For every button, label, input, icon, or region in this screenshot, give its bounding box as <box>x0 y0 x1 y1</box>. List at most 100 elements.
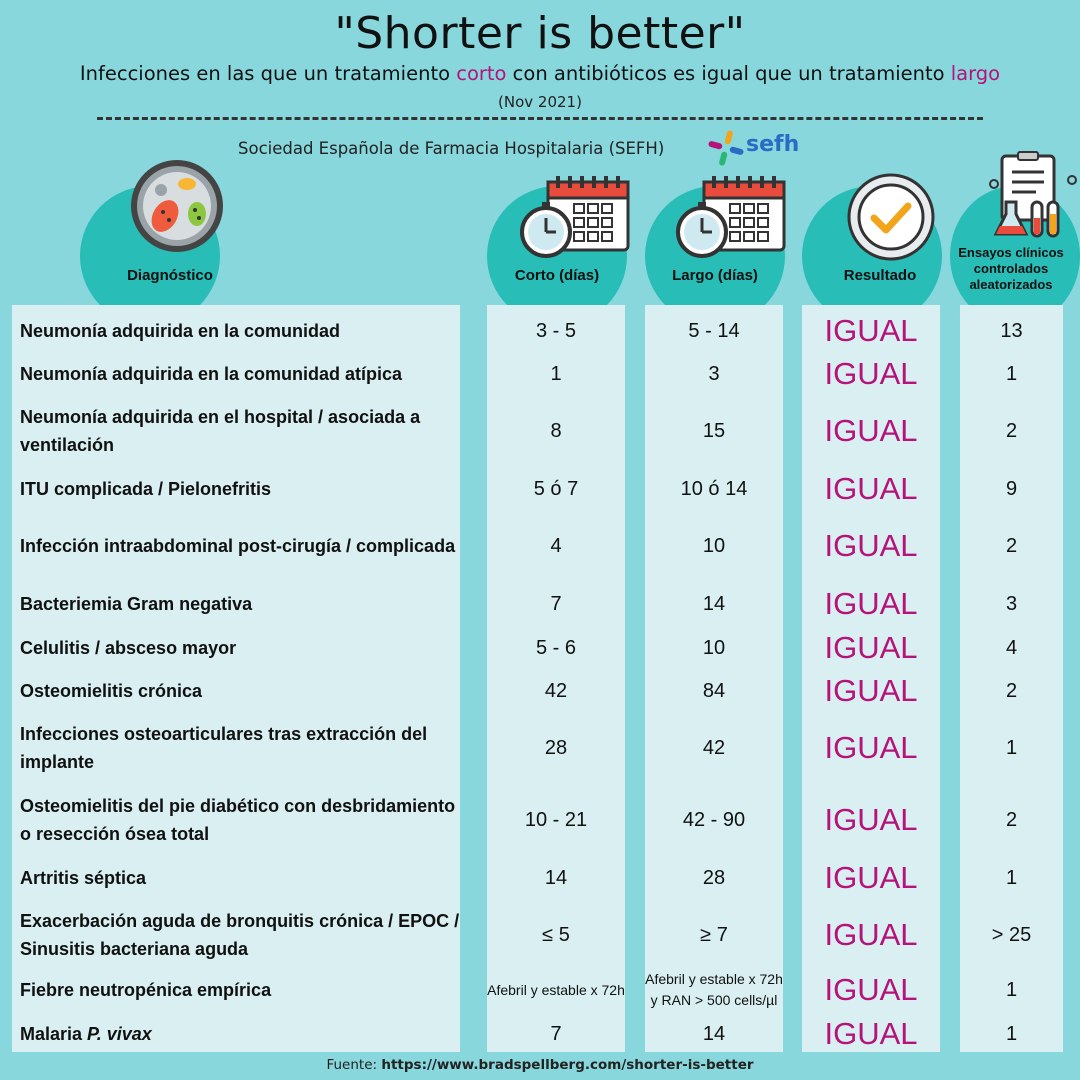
sefh-logo-icon <box>708 130 744 166</box>
largo-cell: 28 <box>702 866 726 889</box>
stopwatch-calendar-icon <box>676 176 786 258</box>
resultado-cell: IGUAL <box>824 313 918 348</box>
largo-cell: 10 ó 14 <box>680 477 748 500</box>
diagnosis-cell: Infecciones osteoarticulares tras extrac… <box>20 717 460 779</box>
subtitle-highlight-largo: largo <box>950 62 1001 85</box>
page-subtitle: Infecciones en las que un tratamiento co… <box>0 62 1080 85</box>
diagnosis-text: Infecciones osteoarticulares tras extrac… <box>20 724 428 772</box>
diagnosis-cell: Neumonía adquirida en la comunidad atípi… <box>20 353 460 395</box>
diagnosis-cell: Artritis séptica <box>20 857 460 899</box>
corto-cell: 5 - 6 <box>535 636 577 659</box>
subtitle-part: con antibióticos es igual que un tratami… <box>506 62 951 85</box>
ensayos-cell: 2 <box>1005 419 1018 442</box>
column-header-corto: Corto (días) <box>514 267 600 284</box>
ensayos-cell: 1 <box>1005 362 1018 385</box>
resultado-cell: IGUAL <box>824 917 918 952</box>
corto-cell: 42 <box>544 679 568 702</box>
resultado-cell: IGUAL <box>824 528 918 563</box>
diagnosis-cell: Celulitis / absceso mayor <box>20 627 460 669</box>
diagnosis-text-italic: P. vivax <box>87 1024 152 1044</box>
corto-cell: ≤ 5 <box>542 923 570 946</box>
resultado-panel <box>802 305 940 1052</box>
corto-cell: 4 <box>550 534 562 557</box>
corto-cell: 3 - 5 <box>535 319 577 342</box>
largo-cell: 14 <box>702 592 726 615</box>
resultado-cell: IGUAL <box>824 1016 918 1051</box>
column-header-largo: Largo (días) <box>672 267 758 284</box>
corto-cell: 7 <box>550 592 562 615</box>
column-header-resultado: Resultado <box>843 267 917 284</box>
diagnosis-cell: Neumonía adquirida en la comunidad <box>20 310 460 352</box>
stopwatch-calendar-icon <box>520 176 630 258</box>
ensayos-cell: 3 <box>1005 592 1018 615</box>
corto-cell: 7 <box>550 1022 562 1045</box>
resultado-cell: IGUAL <box>824 471 918 506</box>
largo-cell: 5 - 14 <box>688 319 740 342</box>
corto-cell: 5 ó 7 <box>533 477 579 500</box>
source-footer: Fuente: https://www.bradspellberg.com/sh… <box>0 1057 1080 1073</box>
diagnosis-cell: Neumonía adquirida en el hospital / asoc… <box>20 400 460 462</box>
source-link[interactable]: https://www.bradspellberg.com/shorter-is… <box>381 1057 754 1073</box>
largo-panel <box>645 305 783 1052</box>
largo-cell: 42 <box>702 736 726 759</box>
largo-cell: 15 <box>702 419 726 442</box>
diagnosis-text: Osteomielitis crónica <box>20 681 203 701</box>
ensayos-cell: 2 <box>1005 534 1018 557</box>
diagnosis-text: Malaria P. vivax <box>20 1020 152 1048</box>
ensayos-cell: 1 <box>1005 978 1018 1001</box>
bacteria-petri-dish-icon <box>131 160 223 252</box>
ensayos-cell: 13 <box>1000 319 1023 342</box>
resultado-cell: IGUAL <box>824 673 918 708</box>
corto-cell: 10 - 21 <box>524 808 588 831</box>
check-badge-icon <box>847 173 935 261</box>
diagnostico-panel <box>12 305 460 1052</box>
logo-text: sefh <box>746 132 800 157</box>
source-label: Fuente: <box>326 1057 382 1073</box>
largo-cell: 14 <box>702 1022 726 1045</box>
sefh-logo: sefh <box>706 128 806 168</box>
dashed-divider <box>97 117 983 120</box>
diagnosis-cell: Malaria P. vivax <box>20 1015 460 1053</box>
publication-date: (Nov 2021) <box>498 93 582 111</box>
diagnosis-text: Osteomielitis del pie diabético con desb… <box>20 796 456 844</box>
largo-cell: Afebril y estable x 72h y RAN > 500 cell… <box>645 971 783 1008</box>
ensayos-cell: 4 <box>1005 636 1018 659</box>
largo-cell: 84 <box>702 679 726 702</box>
largo-cell: 42 - 90 <box>682 808 746 831</box>
diagnosis-text: ITU complicada / Pielonefritis <box>20 479 272 499</box>
diagnosis-text: Celulitis / absceso mayor <box>20 638 237 658</box>
ensayos-cell: 2 <box>1005 679 1018 702</box>
diagnosis-text: Neumonía adquirida en la comunidad <box>20 321 341 341</box>
diagnosis-cell: Bacteriemia Gram negativa <box>20 583 460 625</box>
resultado-cell: IGUAL <box>824 730 918 765</box>
subtitle-highlight-corto: corto <box>456 62 507 85</box>
diagnosis-cell: Fiebre neutropénica empírica <box>20 963 460 1017</box>
diagnosis-cell: Infección intraabdominal post-cirugía / … <box>20 515 460 577</box>
ensayos-panel <box>960 305 1063 1052</box>
page-title: "Shorter is better" <box>334 8 746 59</box>
ensayos-cell: > 25 <box>991 923 1032 946</box>
ensayos-cell: 9 <box>1005 477 1018 500</box>
diagnosis-text: Bacteriemia Gram negativa <box>20 594 253 614</box>
resultado-cell: IGUAL <box>824 630 918 665</box>
diagnosis-cell: ITU complicada / Pielonefritis <box>20 464 460 514</box>
resultado-cell: IGUAL <box>824 972 918 1007</box>
largo-cell: 3 <box>708 362 720 385</box>
largo-cell: 10 <box>702 636 726 659</box>
corto-cell: 14 <box>544 866 568 889</box>
lab-clipboard-icon <box>989 151 1077 238</box>
corto-cell: 1 <box>550 362 562 385</box>
ensayos-cell: 1 <box>1005 1022 1018 1045</box>
column-header-diagnostico: Diagnóstico <box>127 267 213 284</box>
corto-cell: Afebril y estable x 72h <box>487 981 625 998</box>
corto-cell: 8 <box>550 419 562 442</box>
organization-name: Sociedad Española de Farmacia Hospitalar… <box>238 139 665 158</box>
corto-cell: 28 <box>544 736 568 759</box>
corto-panel <box>487 305 625 1052</box>
diagnosis-text-part: Malaria <box>20 1024 88 1044</box>
resultado-cell: IGUAL <box>824 356 918 391</box>
diagnosis-text: Artritis séptica <box>20 868 147 888</box>
diagnosis-text: Infección intraabdominal post-cirugía / … <box>20 536 456 556</box>
diagnosis-text: Fiebre neutropénica empírica <box>20 980 272 1000</box>
diagnosis-cell: Exacerbación aguda de bronquitis crónica… <box>20 904 460 966</box>
